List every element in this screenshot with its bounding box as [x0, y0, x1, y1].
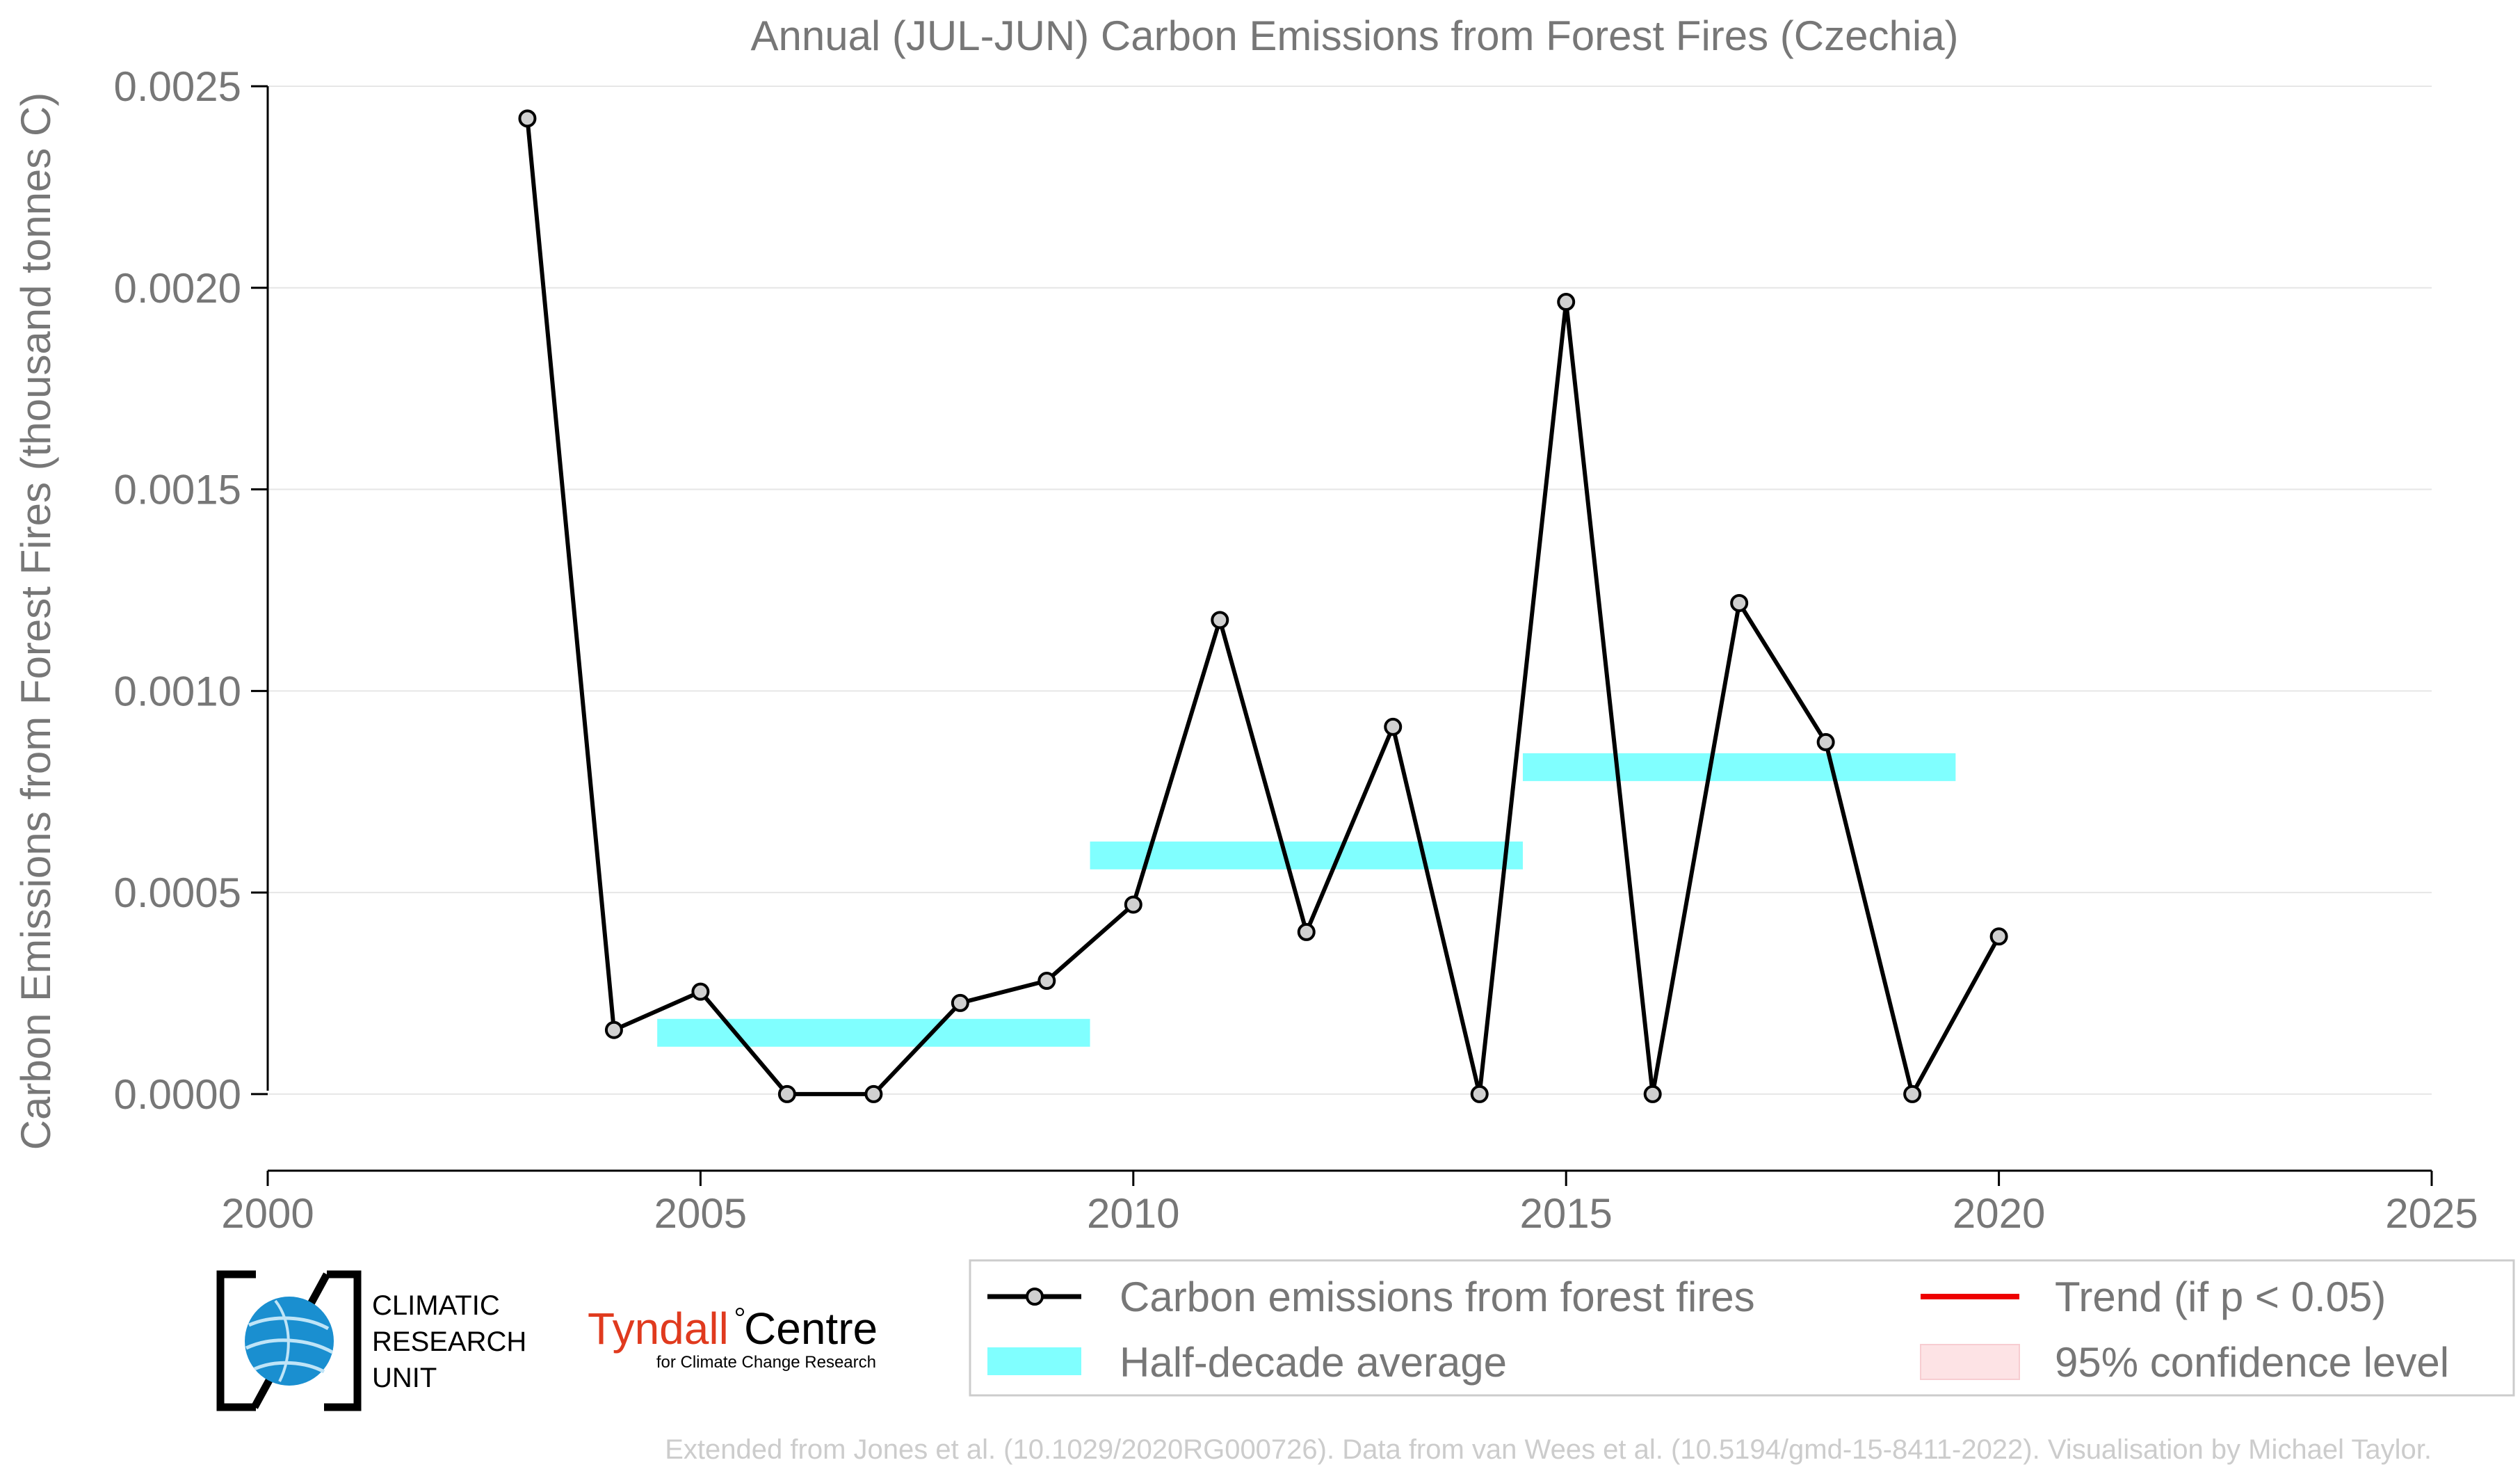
- globe-icon: [245, 1297, 334, 1386]
- data-point: [1384, 717, 1403, 736]
- data-point: [1470, 1084, 1489, 1103]
- cru-logo-line-2: RESEARCH: [372, 1326, 526, 1357]
- half-decade-band: [1090, 841, 1523, 869]
- tyndall-logo-name: Tyndall: [588, 1304, 729, 1354]
- tyndall-logo-sub: for Climate Change Research: [656, 1353, 876, 1372]
- legend-item-half-decade: Half-decade average: [987, 1339, 1507, 1386]
- emissions-series: [518, 109, 2008, 1103]
- legend: Carbon emissions from forest fires Trend…: [969, 1259, 2515, 1397]
- y-tick-label: 0.0010: [113, 668, 241, 714]
- data-point: [1124, 895, 1142, 914]
- x-tick-label: 2020: [1953, 1190, 2045, 1237]
- data-point: [1037, 972, 1056, 991]
- legend-frame: [969, 1259, 2515, 1397]
- y-tick-label: 0.0015: [113, 467, 241, 513]
- y-axis-label: Carbon Emissions from Forest Fires (thou…: [13, 93, 59, 1151]
- data-point: [1643, 1084, 1662, 1103]
- y-tick-label: 0.0025: [113, 63, 241, 110]
- half-decade-bands: [657, 753, 1956, 1047]
- y-tick-label: 0.0005: [113, 869, 241, 916]
- data-point: [691, 982, 710, 1001]
- legend-label-emissions: Carbon emissions from forest fires: [1120, 1274, 1755, 1320]
- legend-item-confidence: 95% confidence level: [1920, 1339, 2449, 1386]
- legend-item-emissions: Carbon emissions from forest fires: [987, 1274, 1755, 1320]
- y-axis-ticks: 0.0000 0.0005 0.0010 0.0015 0.0020 0.0025: [113, 63, 268, 1118]
- x-tick-label: 2010: [1087, 1190, 1179, 1237]
- y-tick-label: 0.0020: [113, 265, 241, 312]
- half-decade-band: [1522, 753, 1956, 781]
- data-point: [1903, 1084, 1922, 1103]
- legend-label-half-decade: Half-decade average: [1120, 1339, 1507, 1386]
- data-point: [1211, 611, 1229, 630]
- data-point: [1989, 927, 2008, 946]
- half-decade-band: [657, 1018, 1090, 1047]
- x-tick-label: 2005: [654, 1190, 747, 1237]
- data-point: [864, 1084, 883, 1103]
- data-point: [604, 1020, 623, 1039]
- x-tick-label: 2000: [221, 1190, 314, 1237]
- chart-title: Annual (JUL-JUN) Carbon Emissions from F…: [750, 13, 1958, 59]
- legend-label-confidence: 95% confidence level: [2055, 1339, 2449, 1386]
- emissions-line: [525, 118, 2001, 1096]
- tyndall-logo: Tyndall Centre for Climate Change Resear…: [588, 1304, 878, 1372]
- x-tick-label: 2025: [2385, 1190, 2478, 1237]
- data-point: [951, 993, 969, 1012]
- footer-credit: Extended from Jones et al. (10.1029/2020…: [665, 1434, 2432, 1465]
- cru-logo-line-3: UNIT: [372, 1363, 437, 1393]
- x-axis-ticks: 2000 2005 2010 2015 2020 2025: [221, 1171, 2478, 1237]
- data-point: [518, 109, 537, 128]
- data-point: [1816, 732, 1835, 751]
- tyndall-degree-mark: [736, 1308, 744, 1316]
- legend-item-trend: Trend (if p < 0.05): [1921, 1274, 2386, 1320]
- data-point: [1730, 593, 1749, 612]
- data-point: [1297, 922, 1316, 941]
- legend-label-trend: Trend (if p < 0.05): [2055, 1274, 2386, 1320]
- cru-logo-line-1: CLIMATIC: [372, 1290, 500, 1321]
- y-tick-label: 0.0000: [113, 1071, 241, 1118]
- x-tick-label: 2015: [1519, 1190, 1612, 1237]
- tyndall-logo-centre: Centre: [744, 1304, 878, 1354]
- grid-lines: [268, 86, 2432, 1095]
- data-point: [777, 1084, 796, 1103]
- cru-logo: CLIMATIC RESEARCH UNIT: [216, 1270, 526, 1411]
- data-point: [1557, 293, 1576, 312]
